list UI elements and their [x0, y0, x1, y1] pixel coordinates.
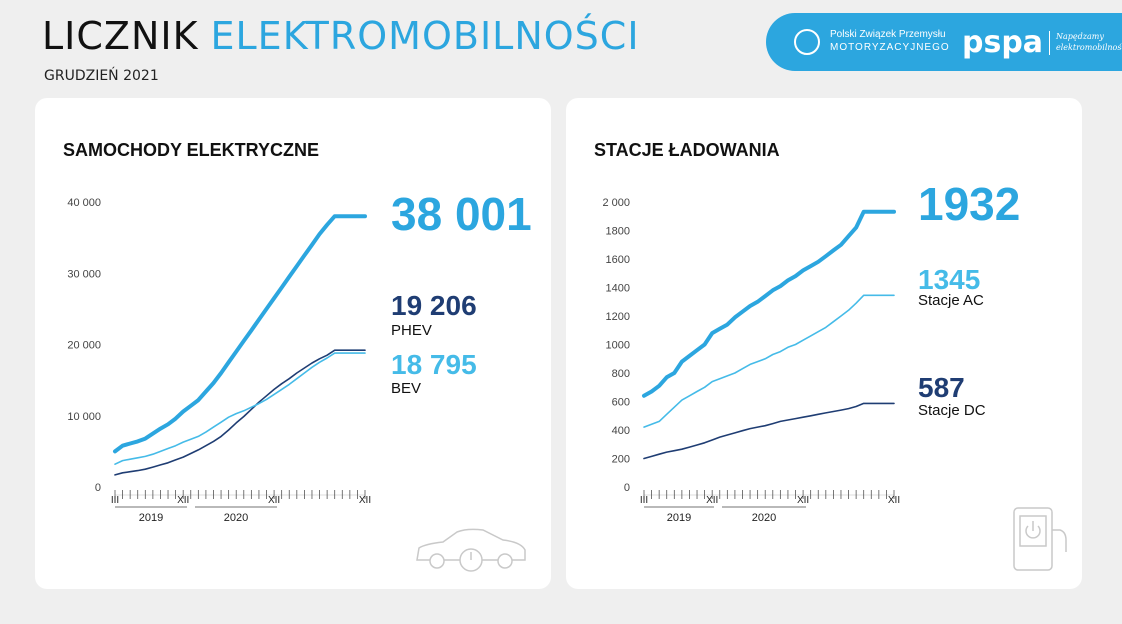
charging-station-icon: [1013, 507, 1067, 571]
x-tick-label: XII: [268, 495, 280, 506]
y-tick-label: 2 000: [602, 197, 630, 209]
series-line-total: [113, 214, 367, 454]
y-tick-label: 1000: [606, 340, 630, 352]
y-tick-label: 30 000: [67, 268, 101, 280]
x-tick-label: III: [111, 495, 119, 506]
stations-total-value: 1932: [918, 178, 1021, 230]
pzpm-logo-text: Polski Związek Przemysłu MOTORYZACYJNEGO: [830, 28, 950, 54]
year-label: 2020: [752, 512, 776, 524]
y-tick-label: 20 000: [67, 340, 101, 352]
pzpm-line-2: MOTORYZACYJNEGO: [830, 42, 950, 53]
year-label: 2020: [224, 512, 248, 524]
y-tick-label: 600: [612, 397, 630, 409]
y-tick-label: 0: [624, 482, 630, 494]
stations-chart: 2 000180016001400120010008006004002000II…: [602, 197, 900, 524]
pspa-tagline: Napędzamy elektromobilność!: [1056, 31, 1122, 53]
y-tick-label: 10 000: [67, 411, 101, 423]
cars-total-value: 38 001: [391, 188, 532, 240]
stations-card-title: STACJE ŁADOWANIA: [594, 140, 780, 160]
cars-card: SAMOCHODY ELEKTRYCZNE 40 000 30 000 20 000…: [35, 98, 551, 589]
dc-value: 587: [918, 372, 965, 403]
bev-label: BEV: [391, 380, 422, 397]
year-label: 2019: [139, 512, 163, 524]
x-tick-label: XII: [797, 495, 809, 506]
banner-divider: [1049, 31, 1050, 55]
x-tick-label: III: [640, 495, 648, 506]
phev-value: 19 206: [391, 290, 477, 321]
title-dark: LICZNIK: [42, 14, 199, 58]
electric-car-icon: [416, 528, 526, 572]
y-tick-label: 1200: [606, 311, 630, 323]
x-tick-label: XII: [177, 495, 189, 506]
tagline-line-1: Napędzamy: [1056, 32, 1104, 41]
partner-banner: Polski Związek Przemysłu MOTORYZACYJNEGO…: [766, 13, 1122, 71]
y-tick-label: 200: [612, 454, 630, 466]
pzpm-line-1: Polski Związek Przemysłu: [830, 29, 946, 40]
y-tick-label: 0: [95, 482, 101, 494]
title-blue: ELEKTROMOBILNOŚCI: [210, 14, 640, 58]
ac-label: Stacje AC: [918, 292, 984, 309]
page-subtitle: GRUDZIEŃ 2021: [44, 68, 159, 84]
y-tick-label: 1400: [606, 283, 630, 295]
stations-card: STACJE ŁADOWANIA 2 000 1800 1600 1400 1200 10…: [566, 98, 1082, 589]
x-tick-label: XII: [888, 495, 900, 506]
series-line-ac: [643, 294, 895, 428]
y-tick-label: 1600: [606, 254, 630, 266]
y-tick-label: 1800: [606, 226, 630, 238]
x-tick-label: XII: [706, 495, 718, 506]
pspa-logo: pspa: [962, 25, 1044, 60]
y-tick-label: 40 000: [67, 197, 101, 209]
cars-chart: 40 000 30 000 20 000 10 000 0 III XII XII XII 201…: [67, 197, 371, 524]
ac-value: 1345: [918, 264, 981, 295]
tagline-line-2: elektromobilność!: [1056, 43, 1122, 52]
year-label: 2019: [667, 512, 691, 524]
bev-value: 18 795: [391, 349, 477, 380]
series-line-total: [642, 209, 896, 398]
pzpm-logo-icon: [794, 29, 820, 55]
x-tick-label: XII: [359, 495, 371, 506]
phev-label: PHEV: [391, 322, 432, 339]
page-title: LICZNIK ELEKTROMOBILNOŚCI: [42, 14, 640, 58]
series-line-phev: [114, 349, 366, 476]
series-line-dc: [643, 402, 895, 460]
dc-label: Stacje DC: [918, 402, 986, 419]
series-line-bev: [114, 352, 366, 465]
y-tick-label: 400: [612, 425, 630, 437]
y-tick-label: 800: [612, 368, 630, 380]
cars-card-title: SAMOCHODY ELEKTRYCZNE: [63, 140, 320, 160]
